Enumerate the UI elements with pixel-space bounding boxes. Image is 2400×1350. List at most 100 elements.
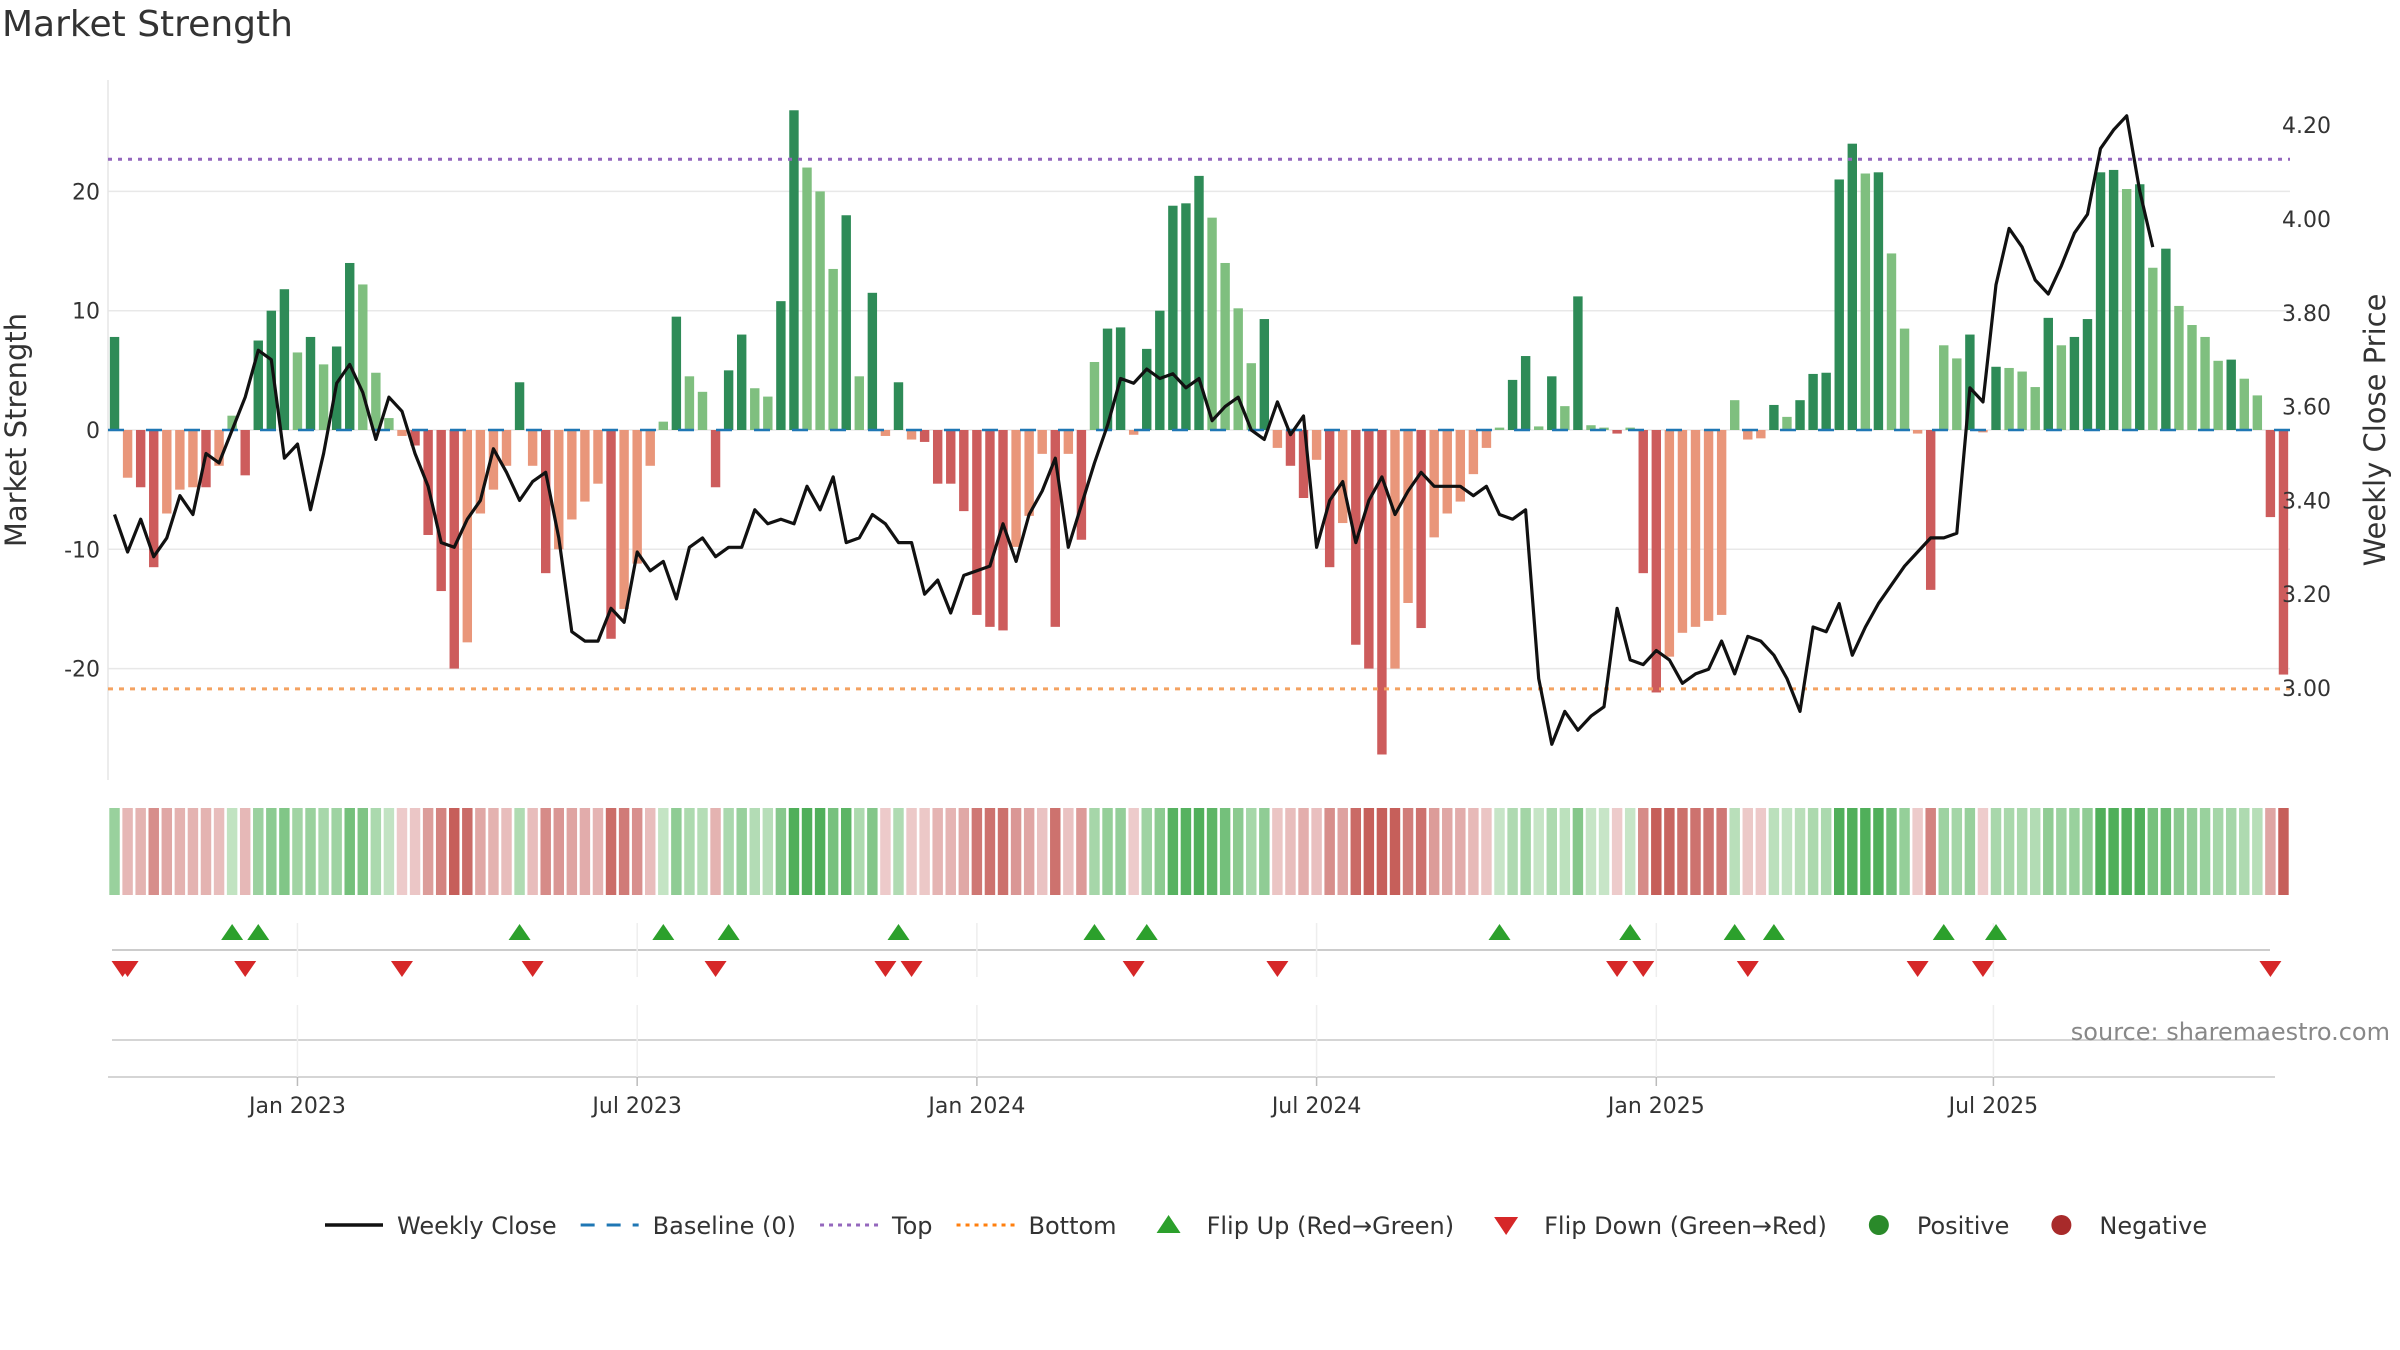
- strength-bar: [1860, 173, 1871, 430]
- left-tick-label: -20: [64, 658, 100, 683]
- flip-up-marker: [1762, 924, 1785, 940]
- strength-bar: [384, 418, 394, 430]
- strength-bar: [240, 430, 250, 476]
- heat-cell: [279, 808, 290, 895]
- strength-bar: [567, 430, 577, 520]
- strength-bar: [1455, 430, 1466, 502]
- right-tick-label: 3.00: [2282, 677, 2331, 702]
- heat-cell: [253, 808, 264, 895]
- heat-cell: [135, 808, 146, 895]
- heat-cell: [370, 808, 382, 895]
- strength-bar: [1912, 430, 1923, 434]
- heat-cell: [1050, 808, 1061, 895]
- heat-cell: [292, 808, 303, 895]
- strength-bar: [1534, 426, 1544, 430]
- heat-cell: [1415, 808, 1427, 895]
- heat-cell: [749, 808, 760, 895]
- strength-bar: [449, 430, 459, 669]
- flip-down-marker: [111, 961, 134, 977]
- left-tick-label: 20: [72, 180, 100, 205]
- heat-cell: [762, 808, 774, 895]
- heat-cell: [2095, 808, 2106, 895]
- left-axis: 20 10 0 -10 -20: [64, 180, 100, 682]
- heat-cell: [226, 808, 238, 895]
- strength-bar: [1729, 400, 1740, 430]
- heat-cell: [1350, 808, 1362, 895]
- strength-bar: [1873, 172, 1884, 430]
- heat-cell: [1010, 808, 1022, 895]
- heat-cell: [2003, 808, 2015, 895]
- strength-bar: [1181, 203, 1191, 430]
- heat-cell: [958, 808, 970, 895]
- strength-bar: [227, 415, 237, 430]
- flip-down-marker: [1122, 961, 1145, 977]
- strength-bar: [1037, 430, 1047, 454]
- heat-cell: [109, 808, 120, 895]
- left-tick-label: -10: [64, 538, 100, 563]
- strength-bar: [514, 382, 525, 430]
- right-tick-label: 4.20: [2282, 114, 2331, 139]
- heat-cell: [618, 808, 630, 895]
- strength-bar: [880, 430, 891, 436]
- strength-bar: [2187, 325, 2197, 430]
- heat-cell: [945, 808, 956, 895]
- heat-cell: [1533, 808, 1544, 895]
- strength-bar: [1429, 430, 1439, 538]
- strength-bar: [2213, 360, 2223, 430]
- heat-cell: [266, 808, 277, 895]
- heat-cell: [1442, 808, 1453, 895]
- flip-up-marker: [1488, 924, 1511, 940]
- heat-cell: [200, 808, 212, 895]
- heat-cell: [645, 808, 656, 895]
- heat-cell: [1703, 808, 1714, 895]
- left-tick-label: 10: [72, 300, 100, 325]
- heat-cell: [2016, 808, 2028, 895]
- heat-cell: [1834, 808, 1845, 895]
- heat-cell: [1259, 808, 1270, 895]
- heat-cell: [1755, 808, 1767, 895]
- heat-cell: [2147, 808, 2159, 895]
- heat-cell: [1063, 808, 1074, 895]
- heat-cell: [213, 808, 225, 895]
- strength-bar: [998, 430, 1008, 631]
- strength-bar: [1089, 361, 1100, 430]
- strength-bar: [828, 268, 838, 430]
- heat-cell: [1677, 808, 1688, 895]
- heat-cell: [1193, 808, 1205, 895]
- strength-bar: [1364, 430, 1374, 669]
- heat-cell: [1468, 808, 1479, 895]
- heat-cell: [1219, 808, 1231, 895]
- heat-cell: [449, 808, 460, 895]
- heat-cell: [122, 808, 133, 895]
- flip-down-marker: [704, 961, 727, 977]
- chart-title: Market Strength: [2, 4, 293, 45]
- heat-cell: [1546, 808, 1558, 895]
- strength-bar: [1782, 416, 1792, 430]
- heat-cell: [1638, 808, 1649, 895]
- heat-cell: [1873, 808, 1884, 895]
- heat-cell: [396, 808, 408, 895]
- strength-bar: [1834, 179, 1844, 430]
- strength-bar: [1272, 430, 1283, 448]
- heat-cell: [1023, 808, 1035, 895]
- strength-bar: [1128, 430, 1139, 435]
- strength-bar: [658, 421, 669, 430]
- strength-bar: [2174, 305, 2184, 430]
- heat-cell: [814, 808, 826, 895]
- heat-cell: [2265, 808, 2276, 895]
- strength-bar: [2161, 248, 2171, 430]
- legend-label: Flip Up (Red→Green): [1207, 1212, 1455, 1240]
- heat-cell: [1128, 808, 1139, 895]
- strength-bar: [253, 340, 263, 430]
- strength-bar: [946, 430, 956, 484]
- legend-item: Flip Up (Red→Green): [1156, 1212, 1455, 1240]
- heat-cell: [919, 808, 930, 895]
- heat-cell: [2134, 808, 2145, 895]
- x-tick-label: Jan 2023: [247, 1094, 346, 1119]
- strength-bar: [1847, 143, 1857, 430]
- strength-bar: [1338, 430, 1348, 524]
- heat-cell: [631, 808, 643, 895]
- strength-bar: [1703, 430, 1714, 621]
- heat-cell: [1990, 808, 2002, 895]
- legend-label: Weekly Close: [397, 1212, 557, 1240]
